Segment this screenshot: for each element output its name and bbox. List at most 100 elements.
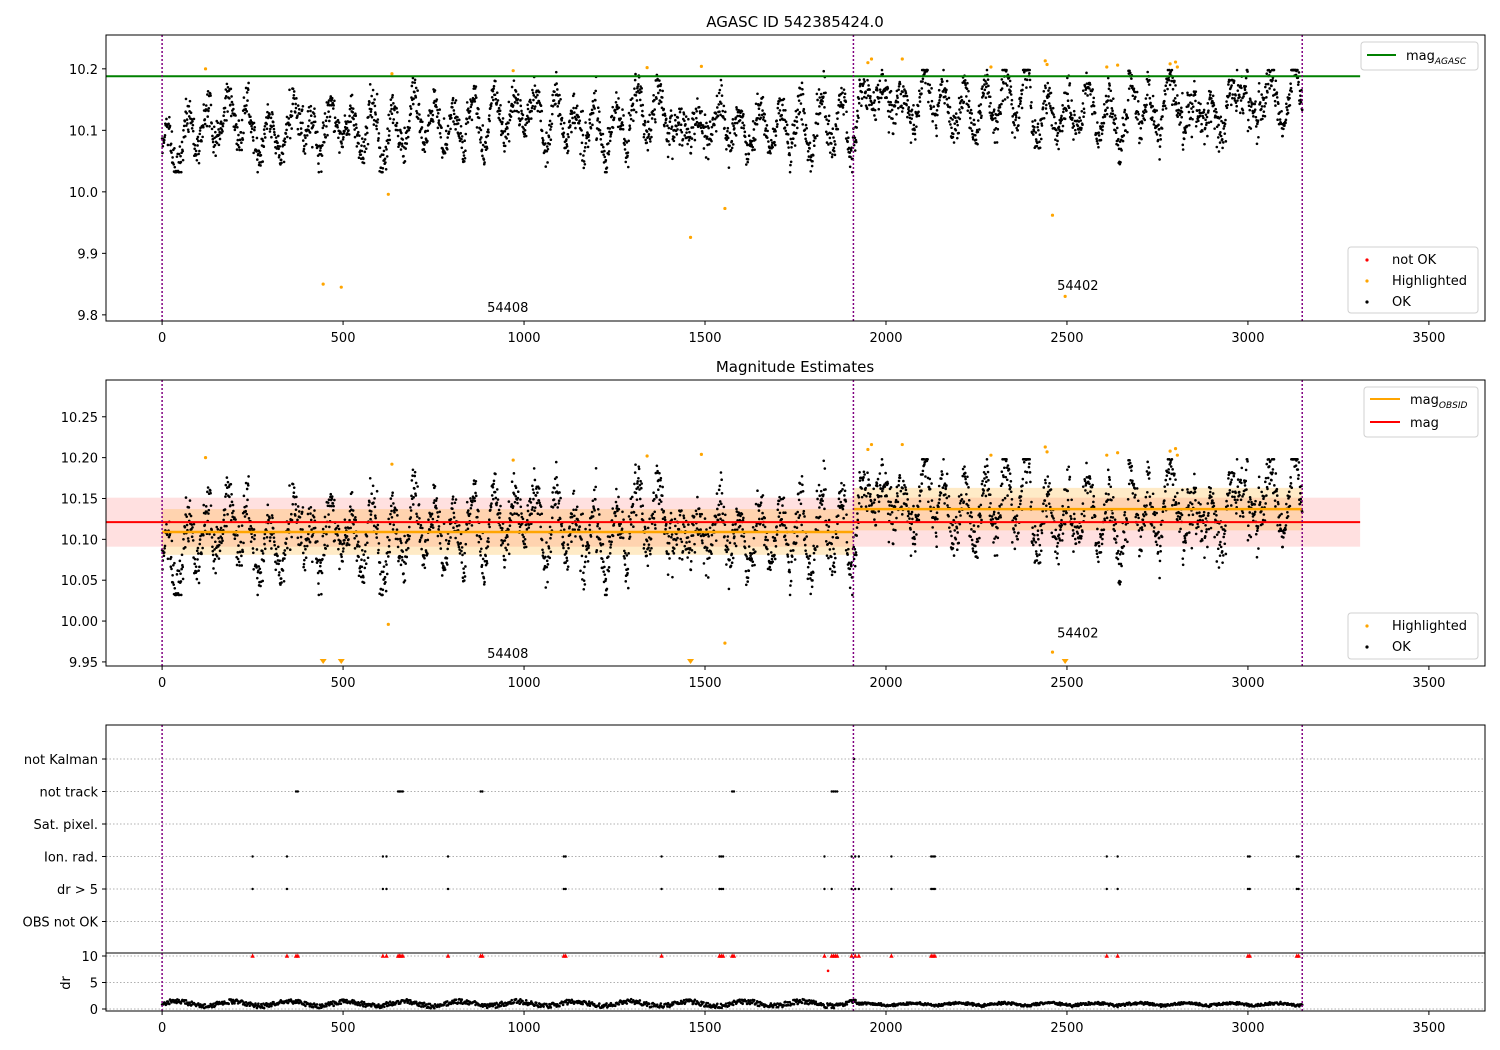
ok-point (241, 550, 245, 554)
ok-point (603, 565, 606, 569)
ok-point (686, 536, 690, 539)
ok-point (701, 131, 704, 135)
ok-point (377, 548, 380, 552)
ok-point (929, 106, 933, 110)
ok-point (388, 129, 391, 133)
ok-point (541, 138, 545, 142)
ok-point (520, 117, 524, 120)
ok-point (419, 536, 423, 539)
ok-point (1066, 99, 1070, 103)
ok-point (266, 103, 270, 106)
ok-point (233, 534, 237, 537)
ok-point (487, 518, 491, 522)
ok-point (872, 107, 875, 111)
ok-point (529, 117, 533, 120)
ok-point (371, 484, 375, 488)
ok-point (490, 502, 493, 505)
ok-point (1013, 123, 1016, 127)
ok-point (509, 115, 513, 118)
ok-point (210, 536, 214, 539)
ok-point (1164, 84, 1168, 88)
ok-point (232, 509, 235, 513)
ok-point (1240, 86, 1243, 90)
ok-point (223, 106, 227, 110)
ok-point (538, 501, 541, 505)
ok-point (446, 136, 449, 139)
ok-point (271, 516, 274, 520)
ok-point (553, 486, 556, 490)
ok-point (344, 526, 347, 530)
ok-point (1072, 109, 1076, 113)
ok-point (677, 123, 680, 127)
ok-point (576, 518, 579, 521)
ok-point (492, 482, 495, 486)
ok-point (322, 124, 326, 127)
ok-point (562, 121, 566, 125)
ok-point (323, 133, 326, 136)
ok-point (1219, 134, 1223, 138)
ok-point (641, 519, 645, 522)
ok-point (541, 548, 544, 552)
ok-point (353, 135, 357, 139)
ok-point (546, 147, 550, 151)
ok-point (1082, 107, 1086, 111)
ok-point (575, 523, 578, 527)
ok-point (440, 534, 443, 538)
ok-point (208, 532, 211, 536)
ok-point (1237, 93, 1241, 97)
ok-point (443, 568, 447, 571)
ok-point (574, 535, 577, 538)
ok-point (238, 564, 241, 567)
ok-point (630, 511, 633, 514)
ok-point (436, 111, 440, 115)
ok-point (317, 593, 321, 597)
ok-point (726, 548, 730, 551)
ok-point (463, 575, 467, 578)
ok-point (263, 547, 267, 551)
ok-point (1146, 70, 1149, 74)
ok-point (444, 538, 448, 542)
ok-point (1022, 70, 1026, 74)
panel1-ok-points (160, 68, 1304, 174)
ok-point (685, 541, 688, 544)
ok-point (857, 116, 860, 120)
ok-point (566, 149, 570, 153)
ok-point (269, 116, 273, 120)
ok-point (920, 87, 924, 90)
ok-point (768, 149, 772, 153)
ok-point (212, 559, 216, 563)
ok-point (587, 139, 591, 142)
ok-point (372, 123, 376, 126)
ok-point (263, 132, 266, 136)
ok-point (178, 145, 182, 148)
ok-point (555, 82, 558, 85)
ok-point (274, 136, 278, 139)
ok-point (739, 514, 742, 518)
ok-point (963, 79, 967, 82)
ok-point (473, 482, 477, 486)
ok-point (191, 123, 195, 127)
ok-point (196, 144, 199, 147)
ok-point (536, 491, 539, 494)
ok-point (240, 141, 243, 145)
ok-point (186, 122, 189, 125)
ok-point (996, 127, 1000, 131)
ok-point (623, 557, 626, 560)
ok-point (713, 523, 717, 526)
ok-point (196, 552, 200, 555)
ok-point (643, 121, 647, 124)
ok-point (412, 496, 415, 499)
ok-point (536, 512, 540, 516)
ok-point (940, 83, 943, 86)
ok-point (1083, 111, 1086, 115)
ok-point (312, 124, 315, 127)
ok-point (549, 125, 553, 129)
ok-point (195, 137, 199, 141)
ok-point (638, 497, 642, 501)
ok-point (449, 517, 453, 521)
ok-point (347, 538, 350, 541)
ok-point (531, 104, 535, 108)
ok-point (1136, 110, 1140, 114)
ok-point (1132, 87, 1136, 91)
ok-point (245, 512, 249, 516)
